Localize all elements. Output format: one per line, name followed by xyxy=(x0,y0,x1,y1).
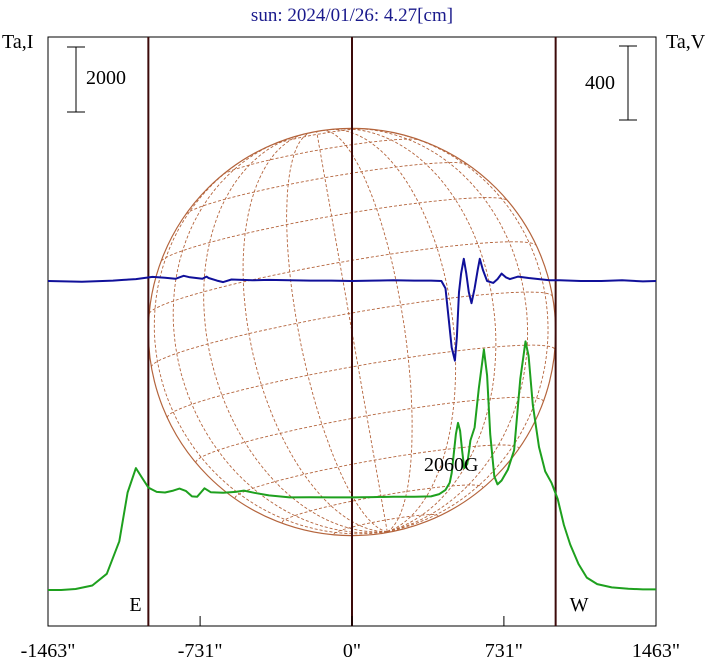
longitude-line xyxy=(203,136,388,533)
right-scale-bar xyxy=(619,45,637,121)
left-axis-label: Ta,I xyxy=(2,31,33,53)
longitude-line xyxy=(316,131,388,532)
longitude-line xyxy=(242,134,388,533)
longitude-line xyxy=(387,131,549,533)
x-tick-label: -1463" xyxy=(21,640,76,662)
right-scale-bar-label: 400 xyxy=(585,72,615,94)
limb-lines xyxy=(147,37,557,626)
longitude-line xyxy=(322,130,413,533)
x-tick-label: 731" xyxy=(485,640,523,662)
longitude-line xyxy=(339,128,497,533)
latitude-line xyxy=(148,241,537,314)
stokes-i-line xyxy=(48,340,656,591)
longitude-line xyxy=(172,140,388,534)
longitude-line xyxy=(332,129,457,533)
data-series xyxy=(47,257,657,591)
latitude-line xyxy=(281,484,484,523)
longitude-line xyxy=(353,127,529,533)
limb-label-w: W xyxy=(570,594,589,616)
stokes-v-line xyxy=(47,257,657,362)
longitude-line xyxy=(286,132,388,533)
x-tick-label: 0" xyxy=(343,640,361,662)
chart-title: sun: 2024/01/26: 4.27[cm] xyxy=(251,5,453,26)
x-tick-label: -731" xyxy=(178,640,223,662)
left-scale-bar-label: 2000 xyxy=(86,67,126,89)
x-axis-ticks: -1463" -731" 0" 731" 1463" E W xyxy=(21,594,681,662)
limb-label-e: E xyxy=(129,594,141,616)
left-scale-bar xyxy=(67,46,85,113)
longitude-line xyxy=(153,155,388,535)
magnetic-field-annotation: 2060G xyxy=(424,454,478,476)
right-axis-label: Ta,V xyxy=(666,31,706,53)
x-tick-label: 1463" xyxy=(632,640,680,662)
